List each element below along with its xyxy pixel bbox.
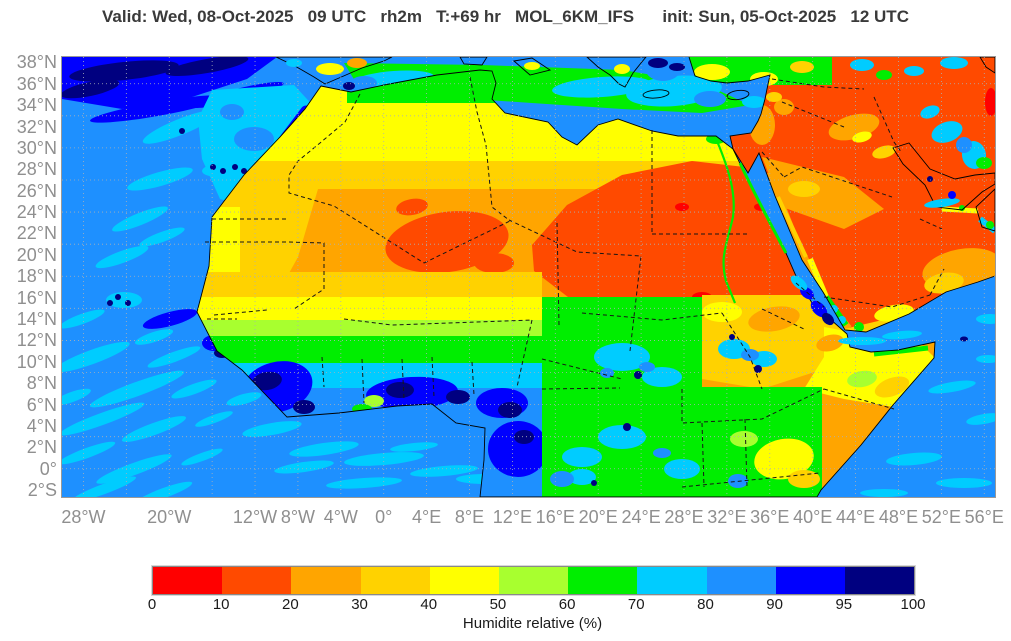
colorbar-cell: [706, 567, 776, 594]
colorbar-tick-label: 90: [766, 596, 783, 613]
colorbar-tick-label: 80: [697, 596, 714, 613]
lat-tick-label: 26°N: [16, 180, 57, 201]
lon-tick-label: 20°W: [147, 507, 192, 527]
lat-tick-label: 24°N: [16, 202, 57, 223]
lat-tick-label: 2°S: [27, 480, 57, 501]
lon-tick-label: 44°E: [835, 507, 876, 527]
lat-tick-label: 4°N: [26, 415, 57, 436]
page-title: Valid: Wed, 08-Oct-2025 09 UTC rh2m T:+6…: [102, 7, 909, 26]
lon-tick-label: 12°W: [232, 507, 278, 527]
lat-tick-label: 20°N: [16, 244, 57, 265]
lon-tick-label: 32°E: [707, 507, 747, 527]
colorbar-tick-label: 40: [420, 596, 438, 613]
lat-tick-label: 30°N: [16, 137, 57, 158]
lon-tick-label: 28°W: [61, 507, 106, 527]
lon-tick-label: 20°E: [578, 507, 618, 527]
lon-tick-label: 8°E: [454, 507, 485, 527]
lon-tick-label: 52°E: [921, 507, 961, 527]
lon-tick-label: 8°W: [280, 507, 316, 527]
lon-tick-label: 16°E: [535, 507, 575, 527]
lat-tick-label: 6°N: [26, 394, 57, 415]
colorbar-cell: [775, 567, 845, 594]
map-plot: [62, 57, 995, 497]
lat-tick-label: 10°N: [16, 351, 57, 372]
lat-tick-label: 2°N: [26, 437, 57, 458]
lat-tick-label: 14°N: [16, 309, 57, 330]
lat-tick-label: 32°N: [16, 116, 57, 137]
colorbar-tick-label: 70: [627, 596, 645, 613]
colorbar-cell: [360, 567, 430, 594]
lat-tick-label: 22°N: [16, 223, 57, 244]
lat-tick-label: 0°: [39, 458, 57, 479]
colorbar-cell: [429, 567, 499, 594]
lat-tick-label: 28°N: [16, 159, 57, 180]
colorbar-tick-label: 100: [900, 596, 926, 613]
colorbar-tick-label: 20: [282, 596, 299, 613]
lat-tick-label: 38°N: [16, 52, 57, 73]
colorbar-label: Humidite relative (%): [462, 615, 603, 632]
colorbar-tick-label: 10: [212, 596, 230, 613]
lon-tick-label: 36°E: [750, 507, 790, 527]
colorbar-tick-label: 50: [489, 596, 507, 613]
lat-tick-label: 18°N: [16, 266, 57, 287]
lon-tick-label: 40°E: [793, 507, 833, 527]
colorbar-cell: [153, 567, 223, 594]
graticule: [62, 57, 995, 497]
africa-coastline: [196, 69, 936, 497]
colorbar: [151, 565, 916, 596]
country-borders: [205, 76, 945, 488]
lat-tick-label: 34°N: [16, 95, 57, 116]
lat-tick-label: 16°N: [16, 287, 57, 308]
colorbar-cell: [222, 567, 292, 594]
colorbar-tick-label: 60: [558, 596, 576, 613]
lon-tick-label: 0°: [375, 507, 393, 527]
lon-tick-label: 12°E: [492, 507, 533, 527]
lat-tick-label: 36°N: [16, 73, 57, 94]
lon-tick-label: 28°E: [664, 507, 704, 527]
lon-tick-label: 4°E: [412, 507, 442, 527]
lon-tick-label: 48°E: [878, 507, 919, 527]
lon-tick-label: 56°E: [964, 507, 1004, 527]
colorbar-cell: [637, 567, 707, 594]
lat-tick-label: 12°N: [16, 330, 57, 351]
colorbar-cell: [498, 567, 569, 594]
colorbar-cell: [568, 567, 638, 594]
colorbar-tick-label: 0: [147, 596, 157, 613]
colorbar-tick-label: 30: [351, 596, 368, 613]
colorbar-tick-label: 95: [835, 596, 853, 613]
middle-east-coastline: [688, 57, 995, 333]
lat-tick-label: 8°N: [26, 373, 57, 394]
map-frame: [61, 56, 996, 498]
colorbar-cell: [844, 567, 915, 594]
colorbar-cell: [291, 567, 361, 594]
europe-land: [275, 57, 750, 101]
lon-tick-label: 24°E: [621, 507, 661, 527]
lon-tick-label: 4°W: [323, 507, 358, 527]
